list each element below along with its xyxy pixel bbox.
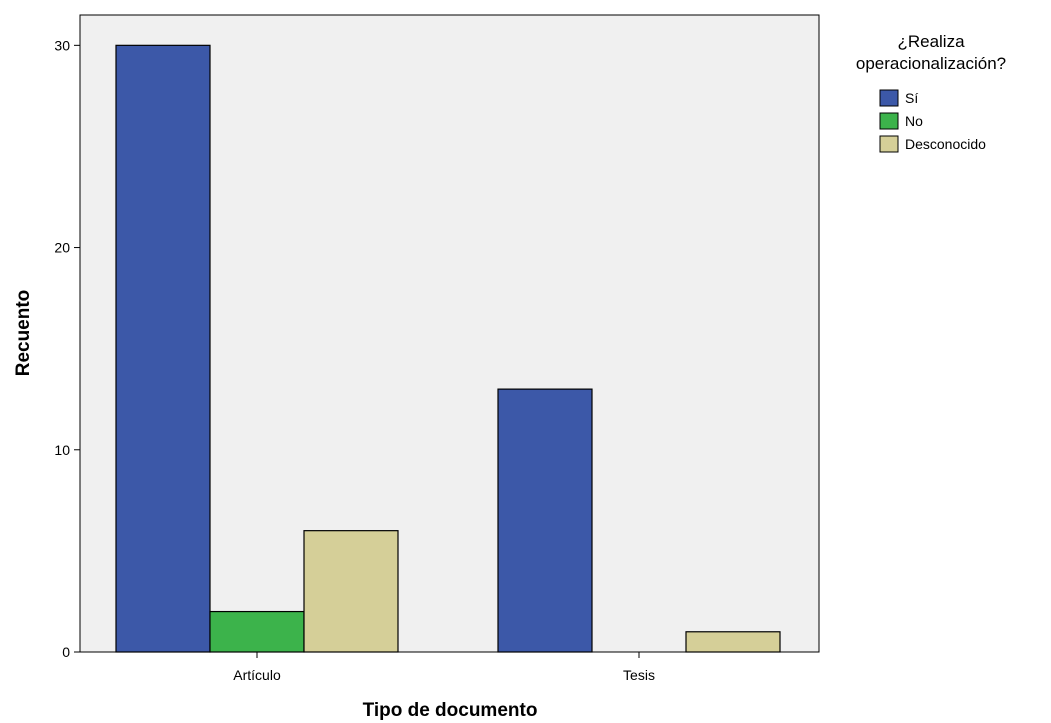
legend-label-no: No bbox=[905, 113, 923, 129]
x-axis: Artículo Tesis bbox=[233, 652, 655, 683]
legend-label-desconocido: Desconocido bbox=[905, 136, 986, 152]
y-tick-label-20: 20 bbox=[54, 240, 70, 256]
legend-swatch-no bbox=[879, 112, 899, 130]
y-tick-label-30: 30 bbox=[54, 37, 70, 53]
x-tick-label-articulo: Artículo bbox=[233, 667, 281, 683]
bar-articulo-si bbox=[115, 44, 211, 653]
legend-swatch-si bbox=[879, 89, 899, 107]
legend-swatch-desconocido bbox=[879, 135, 899, 153]
bar-tesis-desconocido bbox=[685, 631, 781, 653]
bars bbox=[115, 44, 781, 653]
x-axis-title: Tipo de documento bbox=[363, 700, 538, 721]
bar-articulo-desconocido bbox=[303, 530, 399, 653]
y-axis: 0 10 20 30 bbox=[54, 37, 80, 660]
legend-title-line-2: operacionalización? bbox=[856, 54, 1006, 73]
legend-title-line-1: ¿Realiza bbox=[897, 32, 965, 51]
y-axis-title: Recuento bbox=[13, 290, 34, 377]
y-tick-label-10: 10 bbox=[54, 442, 70, 458]
legend: ¿Realiza operacionalización? Sí No Descono… bbox=[856, 32, 1006, 153]
x-tick-label-tesis: Tesis bbox=[623, 667, 655, 683]
bar-articulo-no bbox=[209, 610, 305, 653]
y-tick-label-0: 0 bbox=[62, 644, 70, 660]
bar-tesis-si bbox=[497, 388, 593, 653]
legend-label-si: Sí bbox=[905, 90, 918, 106]
